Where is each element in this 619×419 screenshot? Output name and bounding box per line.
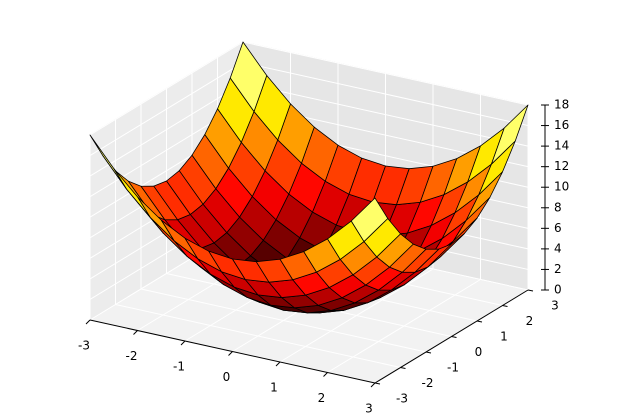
x-tick-label: -1 bbox=[173, 360, 185, 374]
y-tick-label: 2 bbox=[526, 314, 534, 328]
grid-line bbox=[89, 41, 244, 136]
y-tick bbox=[400, 367, 406, 369]
z-tick-label: 16 bbox=[554, 118, 569, 132]
y-tick bbox=[476, 320, 483, 323]
z-tick-label: 4 bbox=[554, 241, 562, 255]
x-tick bbox=[275, 361, 281, 367]
grid-line bbox=[115, 304, 401, 368]
y-tick bbox=[374, 382, 381, 385]
x-tick bbox=[370, 382, 376, 388]
x-tick bbox=[85, 319, 91, 325]
x-tick-label: 2 bbox=[318, 391, 326, 405]
z-tick-label: 12 bbox=[554, 159, 569, 173]
y-tick bbox=[425, 351, 432, 354]
y-tick bbox=[527, 289, 534, 292]
z-tick-label: 8 bbox=[554, 200, 562, 214]
y-tick-label: -2 bbox=[422, 376, 434, 390]
z-tick-label: 10 bbox=[554, 180, 569, 194]
y-tick bbox=[502, 305, 508, 307]
y-tick-label: 0 bbox=[475, 345, 483, 359]
x-tick bbox=[323, 372, 328, 377]
z-tick-label: 2 bbox=[554, 262, 562, 276]
x-tick bbox=[133, 330, 138, 335]
z-tick-label: 14 bbox=[554, 139, 569, 153]
x-tick-label: -2 bbox=[126, 349, 138, 363]
x-tick-label: -3 bbox=[78, 339, 90, 353]
y-tick-label: -1 bbox=[447, 361, 459, 375]
surface-facet bbox=[89, 134, 127, 190]
grid-line bbox=[242, 62, 529, 127]
y-tick bbox=[451, 336, 457, 338]
grid-line bbox=[89, 82, 244, 177]
x-tick bbox=[228, 351, 233, 356]
grid-line bbox=[89, 62, 244, 156]
surface-facet bbox=[491, 104, 529, 165]
z-tick-label: 6 bbox=[554, 221, 562, 235]
x-tick-label: 0 bbox=[223, 370, 231, 384]
surface-facet bbox=[229, 41, 268, 112]
x-tick-label: 3 bbox=[365, 402, 373, 416]
surface-facet bbox=[350, 197, 389, 242]
y-tick-label: -3 bbox=[396, 392, 408, 406]
z-tick-label: 18 bbox=[554, 98, 569, 112]
grid-line bbox=[242, 41, 529, 106]
y-tick-label: 3 bbox=[551, 299, 559, 313]
x-tick-label: 1 bbox=[270, 381, 278, 395]
z-tick-label: 0 bbox=[554, 283, 562, 297]
x-tick bbox=[180, 340, 186, 346]
grid-line bbox=[242, 82, 529, 147]
grid-line bbox=[140, 288, 427, 353]
y-tick-label: 1 bbox=[500, 330, 508, 344]
